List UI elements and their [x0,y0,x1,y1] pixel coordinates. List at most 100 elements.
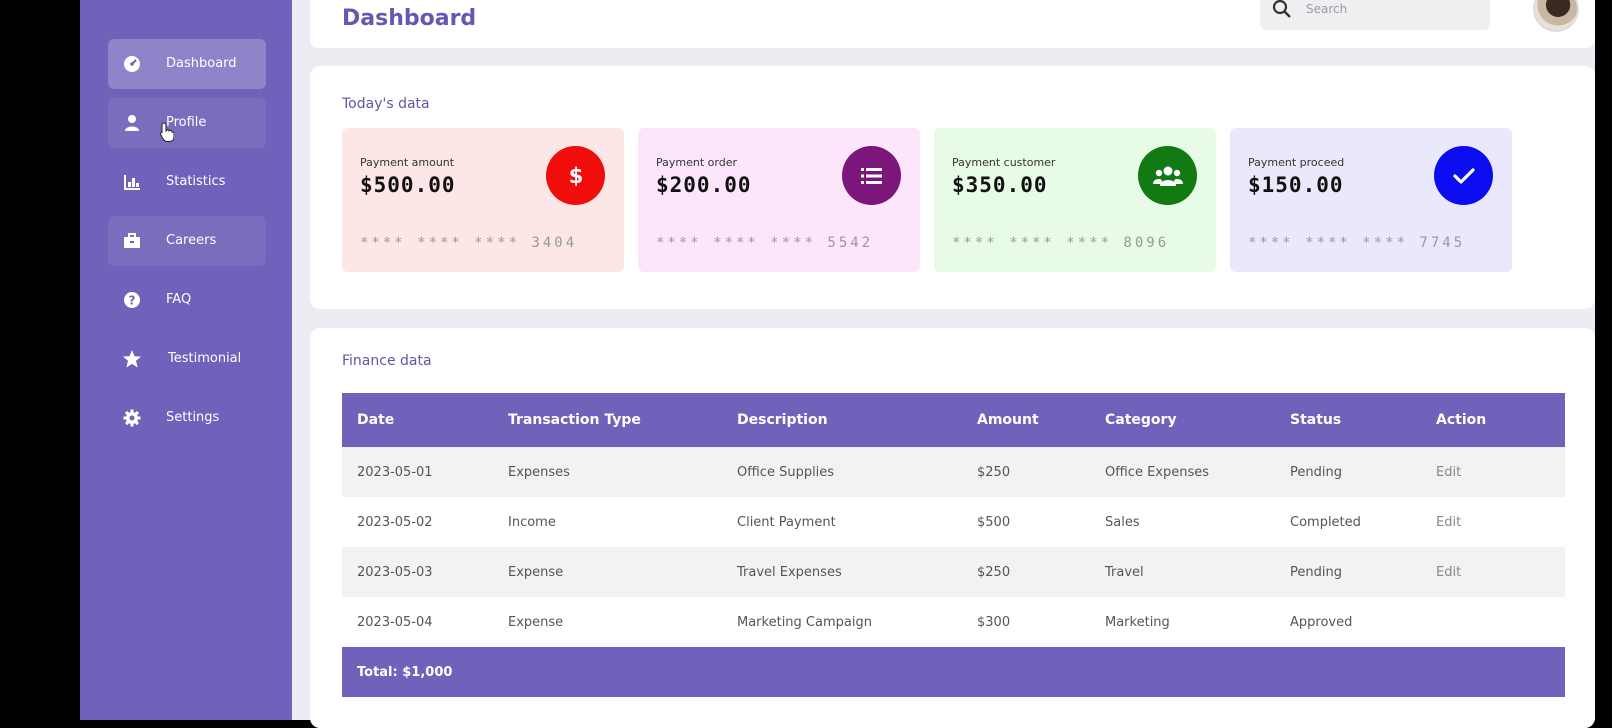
sidebar-item-testimonial[interactable]: Testimonial [108,334,266,384]
sidebar-item-statistics[interactable]: Statistics [108,157,266,207]
main-area: Dashboard Today's data Payment amount $5… [292,0,1595,728]
cell-type: Expense [508,614,564,630]
star-icon [122,349,142,369]
cell-description: Office Supplies [737,464,835,480]
sidebar-item-label: Careers [166,233,217,248]
page-title: Dashboard [342,6,477,31]
todays-data-panel: Today's data Payment amount $500.00 $ **… [310,66,1595,309]
table-header-row: Date Transaction Type Description Amount… [342,393,1565,447]
cell-amount: $250 [977,564,1011,580]
cell-status: Completed [1290,514,1361,530]
list-icon [842,146,901,205]
edit-link[interactable]: Edit [1436,564,1462,580]
briefcase-icon [122,231,142,251]
card-name: Payment customer [952,156,1056,169]
sidebar-item-label: FAQ [166,292,192,307]
sidebar-item-label: Settings [166,410,220,425]
column-header-category[interactable]: Category [1105,412,1177,428]
sidebar-item-profile[interactable]: Profile [108,98,266,148]
cell-category: Office Expenses [1105,464,1210,480]
cell-date: 2023-05-03 [357,564,433,580]
dollar-icon: $ [546,146,605,205]
card-amount: $150.00 [1248,173,1344,197]
section-title: Finance data [342,353,432,369]
sidebar-item-dashboard[interactable]: Dashboard [108,39,266,89]
cell-status: Pending [1290,464,1342,480]
card-number: **** **** **** 7745 [1248,235,1466,251]
action-cell [1421,597,1565,647]
column-header-action[interactable]: Action [1436,412,1487,428]
sidebar-item-careers[interactable]: Careers [108,216,266,266]
payment-order-card: Payment order $200.00 **** **** **** 554… [638,128,920,272]
card-name: Payment proceed [1248,156,1345,169]
sidebar-item-faq[interactable]: ? FAQ [108,275,266,325]
payment-proceed-card: Payment proceed $150.00 **** **** **** 7… [1230,128,1512,272]
card-amount: $350.00 [952,173,1048,197]
sidebar-item-label: Dashboard [166,56,237,71]
card-number: **** **** **** 5542 [656,235,874,251]
cell-description: Marketing Campaign [737,614,872,630]
top-bar: Dashboard [310,0,1595,48]
card-number: **** **** **** 8096 [952,235,1170,251]
table-row: 2023-05-03 Expense Travel Expenses $250 … [342,547,1565,597]
cell-date: 2023-05-01 [357,464,433,480]
finance-table: Date Transaction Type Description Amount… [342,393,1565,697]
sidebar-item-settings[interactable]: Settings [108,393,266,443]
left-black-bar [0,0,80,720]
svg-text:$: $ [568,164,583,188]
users-icon [1138,146,1197,205]
search-input[interactable] [1306,0,1476,18]
sidebar-item-label: Profile [166,115,207,130]
cell-type: Income [508,514,556,530]
cell-type: Expenses [508,464,570,480]
gauge-icon [122,54,142,74]
cell-category: Marketing [1105,614,1170,630]
question-icon: ? [122,290,142,310]
sidebar-item-label: Statistics [166,174,226,189]
cell-description: Client Payment [737,514,836,530]
cell-status: Pending [1290,564,1342,580]
hand-cursor-icon [160,122,174,142]
column-header-status[interactable]: Status [1290,412,1342,428]
search-icon [1272,0,1291,18]
svg-text:?: ? [129,294,136,308]
column-header-transaction-type[interactable]: Transaction Type [508,412,641,428]
gear-icon [122,408,142,428]
right-black-bar [1595,0,1612,720]
column-header-amount[interactable]: Amount [977,412,1039,428]
finance-data-panel: Finance data Date Transaction Type Descr… [310,328,1595,728]
edit-link[interactable]: Edit [1436,464,1462,480]
payment-customer-card: Payment customer $350.00 **** **** **** … [934,128,1216,272]
cell-type: Expense [508,564,564,580]
cell-category: Travel [1105,564,1144,580]
edit-link[interactable]: Edit [1436,514,1462,530]
card-name: Payment amount [360,156,455,169]
column-header-date[interactable]: Date [357,412,395,428]
check-icon [1434,146,1493,205]
cell-status: Approved [1290,614,1353,630]
table-row: 2023-05-01 Expenses Office Supplies $250… [342,447,1565,497]
cell-date: 2023-05-02 [357,514,433,530]
sidebar: Dashboard Profile Statistics Careers ? F… [80,0,292,720]
cell-amount: $250 [977,464,1011,480]
cell-amount: $300 [977,614,1011,630]
card-amount: $500.00 [360,173,456,197]
table-row: 2023-05-04 Expense Marketing Campaign $3… [342,597,1565,647]
card-amount: $200.00 [656,173,752,197]
cell-amount: $500 [977,514,1011,530]
cell-description: Travel Expenses [737,564,842,580]
total-label: Total: $1,000 [357,664,453,680]
column-header-description[interactable]: Description [737,412,828,428]
payment-amount-card: Payment amount $500.00 $ **** **** **** … [342,128,624,272]
card-number: **** **** **** 3404 [360,235,578,251]
cell-date: 2023-05-04 [357,614,433,630]
search-box[interactable] [1260,0,1490,30]
section-title: Today's data [342,96,430,112]
cell-category: Sales [1105,514,1140,530]
card-name: Payment order [656,156,737,169]
sidebar-item-label: Testimonial [168,351,242,366]
user-icon [122,113,142,133]
avatar[interactable] [1533,0,1579,32]
bar-chart-icon [122,172,142,192]
table-total-row: Total: $1,000 [342,647,1565,697]
